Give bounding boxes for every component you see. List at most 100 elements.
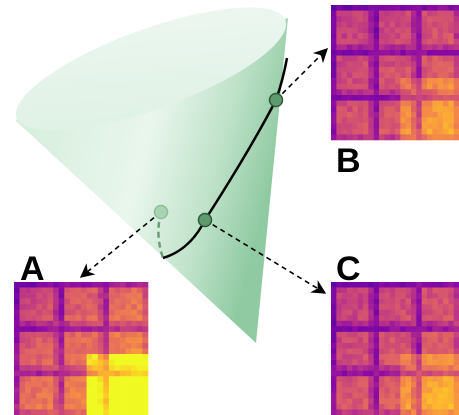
heatmap-cell [14, 354, 20, 360]
heatmap-cell [331, 5, 337, 11]
heatmap-cell [395, 349, 401, 355]
heatmap-cell [395, 11, 401, 17]
heatmap-cell [448, 304, 454, 310]
heatmap-cell [432, 343, 438, 349]
heatmap-cell [384, 282, 390, 288]
heatmap-cell [395, 299, 401, 305]
heatmap-cell [48, 315, 54, 321]
heatmap-cell [137, 315, 143, 321]
heatmap-cell [416, 365, 422, 371]
heatmap-cell [374, 89, 380, 95]
heatmap-cell [70, 409, 76, 415]
heatmap-cell [384, 67, 390, 73]
heatmap-cell [416, 101, 422, 107]
heatmap-cell [448, 360, 454, 366]
heatmap-cell [358, 349, 364, 355]
heatmap-cell [406, 73, 412, 79]
heatmap-cell [411, 326, 417, 332]
heatmap-cell [395, 365, 401, 371]
heatmap-cell [432, 315, 438, 321]
heatmap-cell [379, 315, 385, 321]
heatmap-cell [443, 44, 449, 50]
heatmap-cell [374, 129, 380, 135]
heatmap-cell [31, 354, 37, 360]
heatmap-cell [432, 288, 438, 294]
heatmap-cell [400, 293, 406, 299]
heatmap-cell [448, 84, 454, 90]
heatmap-cell [438, 84, 444, 90]
heatmap-cell [75, 382, 81, 388]
heatmap-cell [336, 299, 342, 305]
heatmap-cell [358, 16, 364, 22]
heatmap-cell [395, 343, 401, 349]
heatmap-cell [358, 61, 364, 67]
heatmap-cell [432, 33, 438, 39]
heatmap-cell [358, 321, 364, 327]
heatmap-cell [406, 382, 412, 388]
heatmap-cell [432, 112, 438, 118]
heatmap-cell [331, 78, 337, 84]
heatmap-cell [411, 371, 417, 377]
heatmap-cell [352, 118, 358, 124]
heatmap-cell [363, 129, 369, 135]
heatmap-cell [422, 293, 428, 299]
heatmap-cell [454, 393, 459, 399]
heatmap-cell [422, 123, 428, 129]
heatmap-cell [103, 393, 109, 399]
heatmap-cell [98, 409, 104, 415]
heatmap-cell [448, 33, 454, 39]
heatmap-cell [53, 360, 59, 366]
heatmap-cell [142, 332, 148, 338]
heatmap-cell [336, 354, 342, 360]
heatmap-cell [422, 56, 428, 62]
heatmap-cell [75, 326, 81, 332]
heatmap-cell [347, 67, 353, 73]
heatmap-cell [443, 288, 449, 294]
heatmap-cell [454, 409, 459, 415]
heatmap-cell [59, 349, 65, 355]
heatmap-cell [31, 360, 37, 366]
heatmap-cell [59, 409, 65, 415]
heatmap-cell [142, 387, 148, 393]
label-c: C [336, 250, 361, 288]
heatmap-cell [336, 293, 342, 299]
heatmap-cell [443, 387, 449, 393]
heatmap-cell [384, 343, 390, 349]
heatmap-cell [87, 365, 93, 371]
heatmap-cell [131, 310, 137, 316]
heatmap-cell [347, 106, 353, 112]
heatmap-cell [342, 67, 348, 73]
heatmap-cell [31, 387, 37, 393]
heatmap-cell [352, 404, 358, 410]
heatmap-cell [438, 5, 444, 11]
heatmap-cell [336, 106, 342, 112]
heatmap-cell [25, 382, 31, 388]
heatmap-cell [454, 326, 459, 332]
heatmap-cell [422, 61, 428, 67]
heatmap-cell [103, 282, 109, 288]
heatmap-cell [31, 404, 37, 410]
heatmap-cell [31, 343, 37, 349]
heatmap-cell [352, 123, 358, 129]
heatmap-cell [384, 365, 390, 371]
heatmap-cell [438, 321, 444, 327]
heatmap-cell [363, 315, 369, 321]
heatmap-cell [53, 337, 59, 343]
heatmap-cell [422, 67, 428, 73]
heatmap-cell [374, 349, 380, 355]
heatmap-cell [92, 332, 98, 338]
heatmap-cell [115, 315, 121, 321]
heatmap-cell [395, 310, 401, 316]
heatmap-cell [411, 112, 417, 118]
heatmap-cell [443, 409, 449, 415]
heatmap-cell [416, 44, 422, 50]
heatmap-cell [374, 371, 380, 377]
heatmap-cell [363, 118, 369, 124]
heatmap-cell [358, 343, 364, 349]
heatmap-cell [454, 78, 459, 84]
heatmap-cell [36, 393, 42, 399]
heatmap-cell [448, 95, 454, 101]
heatmap-cell [390, 28, 396, 34]
heatmap-cell [400, 343, 406, 349]
heatmap-cell [103, 371, 109, 377]
